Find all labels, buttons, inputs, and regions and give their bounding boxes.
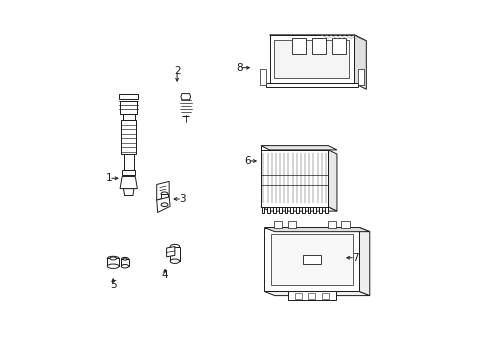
Polygon shape: [278, 207, 281, 213]
Polygon shape: [273, 221, 282, 228]
Polygon shape: [264, 228, 369, 232]
Polygon shape: [107, 258, 119, 266]
Polygon shape: [290, 207, 292, 213]
Polygon shape: [170, 247, 179, 261]
Polygon shape: [313, 207, 315, 213]
Polygon shape: [272, 207, 275, 213]
Ellipse shape: [121, 257, 128, 261]
Polygon shape: [308, 293, 315, 299]
Polygon shape: [270, 234, 352, 285]
Polygon shape: [296, 207, 298, 213]
Polygon shape: [120, 101, 137, 114]
Polygon shape: [307, 207, 310, 213]
Polygon shape: [259, 69, 265, 85]
Ellipse shape: [170, 259, 179, 264]
Text: 5: 5: [110, 280, 116, 291]
Polygon shape: [123, 189, 134, 195]
Polygon shape: [274, 40, 348, 78]
Ellipse shape: [107, 264, 119, 269]
Ellipse shape: [107, 256, 119, 261]
Polygon shape: [322, 293, 328, 299]
Text: 8: 8: [236, 63, 242, 73]
Polygon shape: [324, 207, 327, 213]
Polygon shape: [264, 228, 359, 292]
Text: 4: 4: [162, 270, 168, 280]
Text: 3: 3: [179, 194, 185, 204]
Ellipse shape: [161, 203, 167, 207]
Polygon shape: [311, 38, 325, 54]
Polygon shape: [331, 38, 346, 54]
Polygon shape: [261, 207, 264, 213]
Ellipse shape: [170, 244, 179, 249]
Polygon shape: [261, 150, 327, 207]
Polygon shape: [261, 145, 336, 150]
Text: 1: 1: [105, 173, 112, 183]
Polygon shape: [156, 197, 170, 212]
Polygon shape: [269, 35, 353, 83]
Polygon shape: [327, 221, 335, 228]
Polygon shape: [341, 221, 349, 228]
Polygon shape: [119, 94, 138, 99]
Polygon shape: [303, 255, 320, 264]
Polygon shape: [123, 154, 134, 176]
Text: 7: 7: [351, 253, 358, 263]
Text: 6: 6: [244, 156, 250, 166]
Polygon shape: [120, 176, 137, 189]
Polygon shape: [166, 247, 175, 257]
Polygon shape: [261, 145, 327, 150]
Polygon shape: [327, 150, 336, 211]
Polygon shape: [319, 207, 321, 213]
Polygon shape: [294, 293, 301, 299]
Polygon shape: [301, 207, 304, 213]
Polygon shape: [156, 181, 169, 200]
Polygon shape: [261, 207, 336, 211]
Polygon shape: [284, 207, 287, 213]
Polygon shape: [267, 207, 269, 213]
Polygon shape: [181, 94, 190, 100]
Polygon shape: [121, 120, 136, 154]
Polygon shape: [265, 83, 357, 87]
Polygon shape: [269, 35, 366, 41]
Ellipse shape: [161, 192, 167, 196]
Polygon shape: [287, 221, 296, 228]
Ellipse shape: [121, 265, 128, 268]
Polygon shape: [359, 228, 369, 296]
Polygon shape: [287, 292, 335, 300]
Text: 2: 2: [173, 66, 180, 76]
Ellipse shape: [110, 257, 116, 260]
Polygon shape: [122, 114, 135, 120]
Polygon shape: [357, 69, 363, 85]
Polygon shape: [264, 292, 369, 296]
Polygon shape: [353, 35, 366, 89]
Polygon shape: [291, 38, 306, 54]
Polygon shape: [121, 259, 128, 266]
Polygon shape: [161, 194, 167, 205]
Polygon shape: [122, 170, 135, 175]
Ellipse shape: [123, 258, 126, 260]
